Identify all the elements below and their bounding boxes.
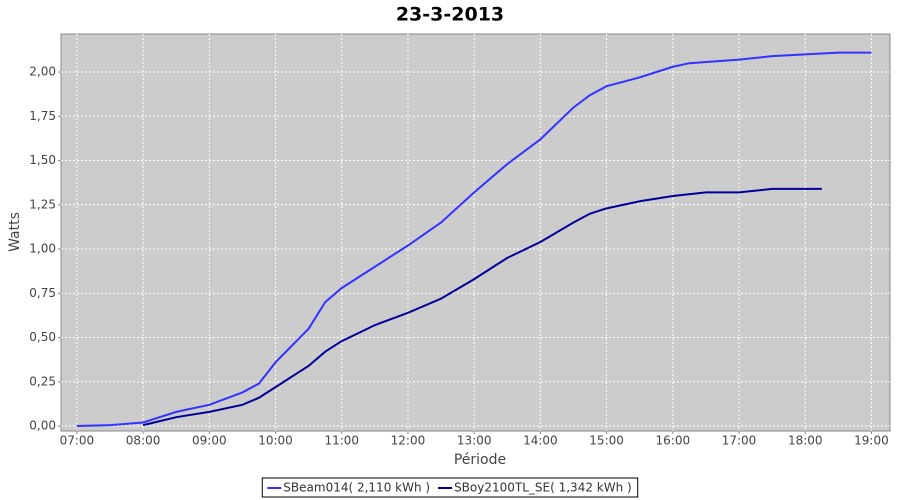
legend-label: SBoy2100TL_SE( 1,342 kWh ): [454, 481, 632, 495]
y-tick-label: 1,50: [29, 153, 56, 167]
x-tick-label: 09:00: [192, 434, 227, 448]
x-tick-label: 15:00: [589, 434, 624, 448]
x-tick-label: 08:00: [126, 434, 161, 448]
x-axis-label: Période: [454, 452, 506, 468]
x-tick-label: 17:00: [722, 434, 757, 448]
y-tick-label: 1,00: [29, 242, 56, 256]
series-line: [142, 187, 822, 427]
y-tick-label: 1,75: [29, 109, 56, 123]
x-tick-label: 10:00: [258, 434, 293, 448]
series-line: [76, 51, 872, 428]
plot-background: [60, 33, 891, 432]
y-tick-label: 0,25: [29, 374, 56, 388]
chart-title: 23-3-2013: [396, 4, 504, 26]
x-tick-label: 12:00: [391, 434, 426, 448]
x-tick-label: 16:00: [656, 434, 691, 448]
y-tick-label: 0,00: [29, 419, 56, 433]
y-tick-label: 1,25: [29, 197, 56, 211]
x-tick-label: 13:00: [457, 434, 492, 448]
y-tick-label: 0,50: [29, 330, 56, 344]
x-tick-label: 14:00: [523, 434, 558, 448]
y-axis-label: Watts: [7, 212, 23, 252]
x-tick-label: 11:00: [324, 434, 359, 448]
legend: SBeam014( 2,110 kWh ) SBoy2100TL_SE( 1,34…: [261, 477, 639, 498]
legend-label: SBeam014( 2,110 kWh ): [283, 481, 430, 495]
y-tick-label: 2,00: [29, 65, 56, 79]
y-tick-label: 0,75: [29, 286, 56, 300]
x-tick-label: 07:00: [60, 434, 95, 448]
x-tick-label: 19:00: [854, 434, 889, 448]
x-tick-label: 18:00: [788, 434, 823, 448]
